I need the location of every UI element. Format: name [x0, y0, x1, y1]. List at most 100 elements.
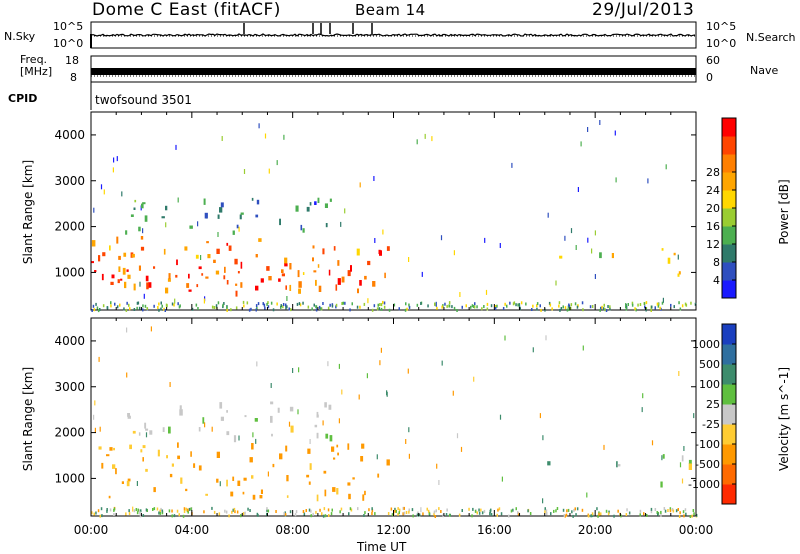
velocity-echo	[336, 488, 339, 495]
velocity-echo	[338, 418, 340, 424]
power-echo	[153, 304, 155, 308]
velocity-echo	[286, 495, 289, 498]
power-echo	[601, 305, 603, 309]
velocity-echo	[228, 514, 230, 518]
velocity-echo	[440, 510, 442, 513]
velocity-echo	[113, 513, 115, 516]
power-echo	[102, 252, 106, 257]
power-echo	[651, 305, 653, 309]
power-echo	[444, 302, 446, 306]
velocity-echo	[563, 514, 566, 517]
velocity-echo	[216, 451, 220, 458]
power-echo	[559, 255, 563, 259]
power-echo	[142, 304, 144, 308]
velocity-echo	[371, 512, 373, 515]
velocity-echo	[405, 439, 407, 444]
power-echo	[142, 228, 144, 234]
power-echo	[110, 304, 112, 308]
power-echo	[189, 225, 193, 229]
power-echo	[374, 238, 376, 243]
power-echo	[198, 266, 202, 270]
velocity-echo	[106, 454, 110, 457]
power-echo	[100, 184, 103, 190]
velocity-echo	[433, 510, 436, 514]
velocity-echo	[489, 512, 491, 516]
velocity-echo	[115, 468, 117, 475]
velocity-echo	[312, 512, 314, 516]
velocity-echo	[242, 491, 245, 495]
velocity-echo	[545, 335, 547, 341]
power-echo	[647, 178, 649, 184]
power-echo	[143, 293, 145, 299]
velocity-echo	[675, 509, 678, 513]
power-echo	[490, 304, 493, 308]
power-echo	[240, 212, 244, 215]
power-echo	[328, 269, 331, 276]
power-echo	[197, 221, 199, 227]
power-echo	[268, 276, 272, 281]
power-echo	[280, 305, 282, 309]
power-echo	[574, 302, 577, 306]
power-echo	[665, 164, 667, 170]
power-echo	[559, 308, 561, 312]
velocity-echo	[159, 509, 161, 513]
power-echo	[567, 305, 570, 309]
power-echo	[165, 287, 169, 294]
power-echo	[576, 305, 579, 309]
velocity-echo	[270, 383, 272, 388]
power-echo	[388, 308, 391, 312]
power-echo	[126, 269, 129, 272]
velocity-echo	[106, 509, 108, 513]
power-echo	[103, 189, 105, 195]
velocity-echo	[333, 457, 336, 460]
power-colorbar-tick-label: 20	[706, 202, 720, 215]
velocity-echo	[198, 465, 202, 471]
velocity-echo	[306, 474, 310, 478]
power-echo	[681, 304, 684, 308]
power-echo	[536, 304, 538, 308]
power-echo	[283, 134, 285, 140]
power-echo	[171, 302, 174, 306]
power-echo	[91, 309, 93, 312]
power-echo	[295, 205, 299, 212]
power-echo	[217, 214, 220, 219]
velocity-echo	[178, 513, 180, 517]
velocity-echo	[510, 509, 513, 513]
velocity-echo	[433, 512, 435, 516]
power-echo	[222, 303, 224, 307]
power-echo	[599, 120, 601, 125]
nsky-bottom-tick: 10^0	[53, 37, 84, 50]
power-echo	[278, 278, 281, 282]
power-echo	[276, 160, 278, 166]
power-echo	[515, 303, 517, 307]
power-echo	[335, 305, 337, 309]
velocity-echo	[441, 360, 443, 366]
velocity-echo	[190, 451, 192, 457]
power-colorbar-tick-label: 12	[706, 238, 720, 251]
velocity-echo	[695, 513, 698, 517]
velocity-echo	[650, 510, 653, 514]
velocity-echo	[500, 512, 503, 516]
velocity-echo	[448, 513, 451, 517]
power-echo	[238, 226, 240, 232]
velocity-echo	[139, 511, 141, 515]
power-echo	[518, 303, 521, 307]
velocity-echo	[416, 513, 419, 517]
nave-label: Nave	[750, 64, 779, 77]
power-echo	[173, 303, 175, 307]
power-echo	[465, 304, 467, 308]
power-echo	[281, 269, 284, 273]
power-echo	[547, 212, 549, 218]
velocity-echo	[177, 442, 179, 448]
velocity-echo	[562, 508, 565, 512]
power-echo	[175, 274, 178, 278]
velocity-echo	[237, 480, 241, 486]
power-echo	[587, 237, 589, 243]
power-echo	[320, 307, 323, 311]
velocity-echo	[542, 435, 544, 441]
velocity-echo	[202, 417, 205, 424]
power-echo	[627, 303, 629, 306]
velocity-echo	[691, 514, 693, 518]
power-echo	[114, 302, 116, 306]
power-ytick-label: 3000	[54, 174, 85, 188]
